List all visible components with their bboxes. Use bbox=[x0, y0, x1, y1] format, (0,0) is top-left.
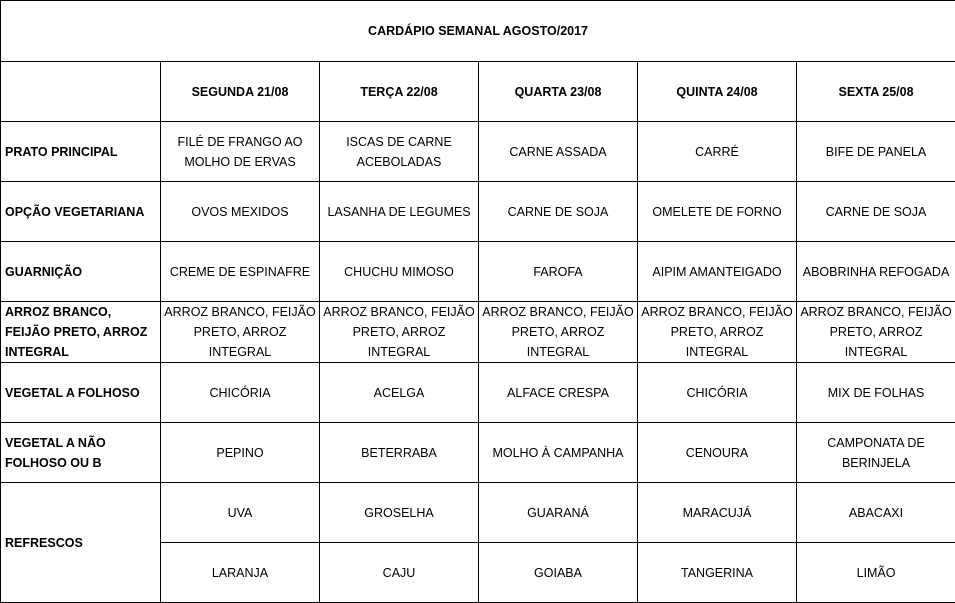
menu-cell: FILÉ DE FRANGO AO MOLHO DE ERVAS bbox=[161, 122, 320, 182]
day-header: SEGUNDA 21/08 bbox=[161, 62, 320, 122]
menu-cell: ALFACE CRESPA bbox=[479, 363, 638, 423]
day-header: SEXTA 25/08 bbox=[797, 62, 955, 122]
row-label: VEGETAL A NÃO FOLHOSO OU B bbox=[1, 423, 161, 483]
menu-cell: MIX DE FOLHAS bbox=[797, 363, 955, 423]
menu-cell: CARNE DE SOJA bbox=[797, 182, 955, 242]
menu-cell: LIMÃO bbox=[797, 543, 955, 603]
menu-cell: CARNE DE SOJA bbox=[479, 182, 638, 242]
day-header: QUARTA 23/08 bbox=[479, 62, 638, 122]
menu-cell: MARACUJÁ bbox=[638, 483, 797, 543]
row-label: GUARNIÇÃO bbox=[1, 242, 161, 302]
menu-cell: ACELGA bbox=[320, 363, 479, 423]
menu-cell: ISCAS DE CARNE ACEBOLADAS bbox=[320, 122, 479, 182]
menu-cell: AIPIM AMANTEIGADO bbox=[638, 242, 797, 302]
menu-cell: ABOBRINHA REFOGADA bbox=[797, 242, 955, 302]
menu-cell: ARROZ BRANCO, FEIJÃO PRETO, ARROZ INTEGR… bbox=[320, 302, 479, 363]
menu-cell: CHUCHU MIMOSO bbox=[320, 242, 479, 302]
row-label: VEGETAL A FOLHOSO bbox=[1, 363, 161, 423]
menu-cell: GROSELHA bbox=[320, 483, 479, 543]
menu-cell: FAROFA bbox=[479, 242, 638, 302]
menu-cell: ARROZ BRANCO, FEIJÃO PRETO, ARROZ INTEGR… bbox=[479, 302, 638, 363]
menu-cell: TANGERINA bbox=[638, 543, 797, 603]
day-header: TERÇA 22/08 bbox=[320, 62, 479, 122]
menu-cell: MOLHO À CAMPANHA bbox=[479, 423, 638, 483]
menu-cell: LARANJA bbox=[161, 543, 320, 603]
row-label: REFRESCOS bbox=[1, 483, 161, 603]
menu-cell: ABACAXI bbox=[797, 483, 955, 543]
menu-cell: LASANHA DE LEGUMES bbox=[320, 182, 479, 242]
menu-cell: BIFE DE PANELA bbox=[797, 122, 955, 182]
menu-cell: CENOURA bbox=[638, 423, 797, 483]
menu-cell: CAJU bbox=[320, 543, 479, 603]
row-label: PRATO PRINCIPAL bbox=[1, 122, 161, 182]
menu-cell: OMELETE DE FORNO bbox=[638, 182, 797, 242]
row-label: OPÇÃO VEGETARIANA bbox=[1, 182, 161, 242]
corner-cell bbox=[1, 62, 161, 122]
day-header: QUINTA 24/08 bbox=[638, 62, 797, 122]
menu-cell: CAMPONATA DE BERINJELA bbox=[797, 423, 955, 483]
menu-cell: UVA bbox=[161, 483, 320, 543]
menu-row: ARROZ BRANCO, FEIJÃO PRETO, ARROZ INTEGR… bbox=[1, 302, 955, 363]
menu-cell: CHICÓRIA bbox=[638, 363, 797, 423]
menu-cell: BETERRABA bbox=[320, 423, 479, 483]
menu-cell: CARNE ASSADA bbox=[479, 122, 638, 182]
menu-cell: CHICÓRIA bbox=[161, 363, 320, 423]
menu-title: CARDÁPIO SEMANAL AGOSTO/2017 bbox=[1, 1, 955, 62]
menu-cell: ARROZ BRANCO, FEIJÃO PRETO, ARROZ INTEGR… bbox=[797, 302, 955, 363]
menu-cell: PEPINO bbox=[161, 423, 320, 483]
menu-cell: GUARANÁ bbox=[479, 483, 638, 543]
menu-cell: ARROZ BRANCO, FEIJÃO PRETO, ARROZ INTEGR… bbox=[638, 302, 797, 363]
menu-cell: CREME DE ESPINAFRE bbox=[161, 242, 320, 302]
menu-cell: GOIABA bbox=[479, 543, 638, 603]
menu-cell: OVOS MEXIDOS bbox=[161, 182, 320, 242]
menu-cell: CARRÉ bbox=[638, 122, 797, 182]
menu-cell: ARROZ BRANCO, FEIJÃO PRETO, ARROZ INTEGR… bbox=[161, 302, 320, 363]
row-label: ARROZ BRANCO, FEIJÃO PRETO, ARROZ INTEGR… bbox=[1, 302, 161, 363]
